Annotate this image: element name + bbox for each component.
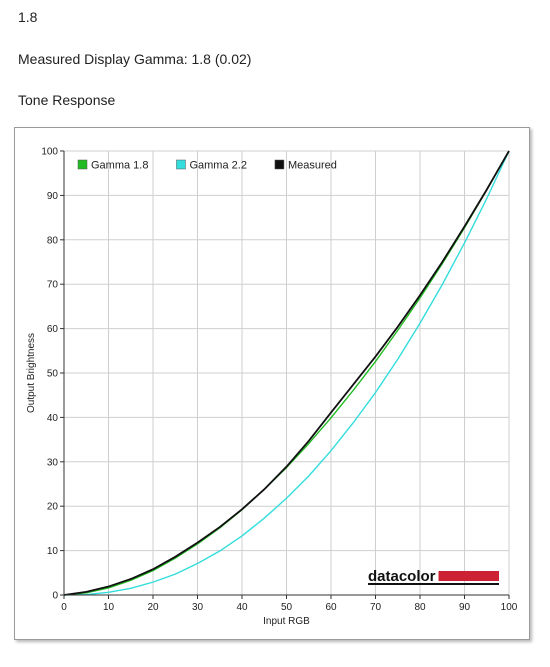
logo-wordmark: datacolor <box>368 568 436 585</box>
y-tick-label: 80 <box>47 235 59 246</box>
legend-swatch-gamma-2-2 <box>176 159 186 170</box>
x-axis-title: Input RGB <box>263 616 310 627</box>
datacolor-logo: datacolor <box>368 568 499 585</box>
y-tick-label: 70 <box>47 280 59 291</box>
y-tick-label: 90 <box>47 191 59 202</box>
x-tick-label: 30 <box>192 602 204 613</box>
y-axis-title: Output Brightness <box>26 333 37 413</box>
series-lines <box>63 150 510 596</box>
tone-response-heading: Tone Response <box>18 92 116 108</box>
gamma-value-heading: 1.8 <box>18 9 38 25</box>
legend-label-measured: Measured <box>288 160 337 172</box>
legend: Gamma 1.8 Gamma 2.2 Measured <box>77 159 337 172</box>
measured-gamma-text: Measured Display Gamma: 1.8 (0.02) <box>18 51 252 67</box>
x-tick-label: 40 <box>236 602 248 613</box>
series-line-gamma-2-2 <box>63 150 510 596</box>
y-tick-label: 50 <box>47 369 59 380</box>
x-tick-label: 70 <box>370 602 382 613</box>
logo-red-bar <box>438 571 499 581</box>
y-tick-label: 60 <box>47 324 59 335</box>
y-tick-label: 0 <box>52 591 58 602</box>
axes <box>60 150 510 599</box>
y-tick-label: 40 <box>47 413 59 424</box>
x-tick-label: 90 <box>459 602 471 613</box>
series-line-measured <box>63 150 510 596</box>
legend-swatch-gamma-1-8 <box>77 159 88 170</box>
y-tick-label: 10 <box>47 546 59 557</box>
legend-label-gamma-2-2: Gamma 2.2 <box>189 160 246 172</box>
x-tick-label: 80 <box>414 602 426 613</box>
x-tick-label: 20 <box>147 602 159 613</box>
x-tick-label: 60 <box>325 602 337 613</box>
y-tick-label: 100 <box>41 147 58 158</box>
gridlines <box>63 150 510 596</box>
logo-underline <box>368 583 499 585</box>
legend-swatch-measured <box>274 159 285 170</box>
y-tick-label: 20 <box>47 502 59 513</box>
tick-labels: 0 10 20 30 40 50 60 70 80 90 100 0 10 20 30 40 50 60 70 80 9… <box>41 147 517 614</box>
x-tick-label: 100 <box>501 602 518 613</box>
x-tick-label: 10 <box>103 602 115 613</box>
chart-canvas: 0 10 20 30 40 50 60 70 80 90 100 0 10 20 30 40 50 60 70 80 9… <box>26 147 518 628</box>
x-tick-label: 50 <box>281 602 293 613</box>
tone-response-chart: 0 10 20 30 40 50 60 70 80 90 100 0 10 20 30 40 50 60 70 80 9… <box>14 127 530 640</box>
y-tick-label: 30 <box>47 457 59 468</box>
legend-label-gamma-1-8: Gamma 1.8 <box>91 160 148 172</box>
x-tick-label: 0 <box>61 602 67 613</box>
